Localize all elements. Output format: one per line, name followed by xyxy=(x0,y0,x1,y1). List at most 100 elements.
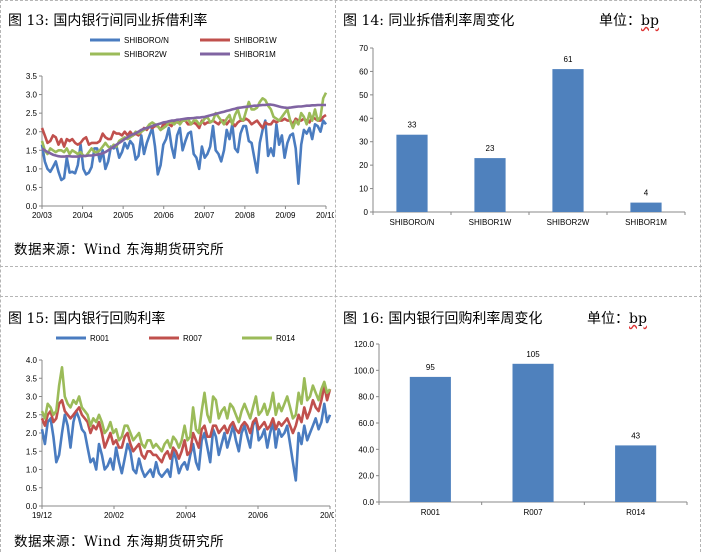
fig16-bar-r007 xyxy=(512,363,554,503)
fig13-x-tick-label: 20/09 xyxy=(275,211,296,220)
fig15-series-line-r014 xyxy=(40,365,332,453)
fig14-y-tick-label: 70 xyxy=(359,44,368,53)
fig16-unit-value: bp xyxy=(629,311,647,327)
fig14-title: 图 14: 同业拆借利率周变化 xyxy=(343,13,515,29)
fig13-panel: 图 13: 国内银行间同业拆借利率 0.0 0.5 1.0 1.5 2.0 2.5 3.0 3… xyxy=(4,4,334,236)
fig14-unit-label: 单位： xyxy=(599,13,641,29)
fig15-y-tick-label: 1.0 xyxy=(26,466,38,475)
source-note-top: 数据来源：Wind 东海期货研究所 xyxy=(14,242,225,258)
fig14-x-tick-label: SHIBOR1W xyxy=(469,218,512,227)
section-divider-2 xyxy=(0,296,702,297)
fig16-bar-r014 xyxy=(615,445,657,502)
fig15-y-tick-label: 0.0 xyxy=(26,502,38,511)
fig14-data-label: 23 xyxy=(486,144,495,153)
fig15-x-tick-label: 19/12 xyxy=(32,511,53,520)
fig13-y-tick-label: 2.0 xyxy=(26,128,38,137)
fig13-x-tick-label: 20/07 xyxy=(194,211,215,220)
fig14-data-label: 61 xyxy=(564,55,573,64)
fig16-y-tick-label: 40.0 xyxy=(358,445,374,454)
fig13-y-tick-label: 2.5 xyxy=(26,109,38,118)
page-border-right xyxy=(700,0,701,552)
fig14-x-tick-label: SHIBOR1M xyxy=(625,218,667,227)
fig16-panel: 图 16: 国内银行回购利率周变化 单位：bp 0.0 20.0 40.0 60.0 8… xyxy=(337,304,699,528)
fig15-panel: 图 15: 国内银行回购利率 0.0 0.5 1.0 1.5 2.0 2.5 3.0 3.5 4… xyxy=(4,304,334,528)
fig16-unit-label: 单位： xyxy=(587,311,629,327)
fig16-data-label: 43 xyxy=(631,431,640,440)
fig16-x-tick-label: R014 xyxy=(626,508,646,517)
fig13-x-tick-label: 20/08 xyxy=(235,211,256,220)
column-divider xyxy=(335,0,336,552)
fig13-series-line-shibor1m xyxy=(41,103,326,158)
fig16-y-tick-label: 20.0 xyxy=(358,472,374,481)
fig13-y-tick-label: 1.0 xyxy=(26,165,38,174)
fig14-x-tick-label: SHIBOR2W xyxy=(547,218,590,227)
fig13-y-tick-label: 3.0 xyxy=(26,91,38,100)
fig15-x-tick-label: 20/02 xyxy=(104,511,125,520)
fig16-x-tick-label: R007 xyxy=(523,508,543,517)
fig13-x-tick-label: 20/06 xyxy=(154,211,175,220)
fig16-title: 图 16: 国内银行回购利率周变化 xyxy=(343,311,543,327)
fig15-title: 图 15: 国内银行回购利率 xyxy=(8,311,166,327)
fig13-y-tick-label: 3.5 xyxy=(26,72,38,81)
fig15-series-line-r007 xyxy=(40,384,332,464)
fig16-y-tick-label: 120.0 xyxy=(354,340,375,349)
fig13-x-tick-label: 20/05 xyxy=(113,211,134,220)
fig15-chart: 0.0 0.5 1.0 1.5 2.0 2.5 3.0 3.5 4.0 19/12 20/02 20/… xyxy=(26,334,334,520)
fig15-x-tick-label: 20/04 xyxy=(176,511,197,520)
fig15-y-tick-label: 1.5 xyxy=(26,447,38,456)
fig13-y-tick-label: 1.5 xyxy=(26,146,38,155)
fig16-data-label: 105 xyxy=(526,350,540,359)
fig14-data-label: 33 xyxy=(408,121,417,130)
fig15-y-tick-label: 2.0 xyxy=(26,429,38,438)
fig16-y-tick-label: 60.0 xyxy=(358,419,374,428)
fig13-x-tick-label: 20/10 xyxy=(316,211,334,220)
fig16-y-tick-label: 100.0 xyxy=(354,366,375,375)
fig16-bar-r001 xyxy=(409,376,451,502)
page-border-top xyxy=(0,0,702,1)
fig14-y-tick-label: 50 xyxy=(359,91,368,100)
fig13-legend-label: SHIBOR1M xyxy=(234,50,276,59)
fig15-x-tick-label: 20/06 xyxy=(248,511,269,520)
fig14-bar-shibor1m xyxy=(630,202,662,212)
section-divider xyxy=(0,266,702,267)
source-note-bottom: 数据来源：Wind 东海期货研究所 xyxy=(14,534,225,550)
fig14-y-tick-label: 40 xyxy=(359,114,368,123)
fig13-legend-label: SHIBOR1W xyxy=(234,36,277,45)
fig16-data-label: 95 xyxy=(426,363,435,372)
fig16-unit: 单位：bp xyxy=(587,308,647,328)
fig14-y-tick-label: 20 xyxy=(359,161,368,170)
fig15-y-tick-label: 3.0 xyxy=(26,393,38,402)
fig14-y-tick-label: 30 xyxy=(359,138,368,147)
fig15-series-line-r001 xyxy=(40,402,332,482)
fig13-x-tick-label: 20/03 xyxy=(32,211,53,220)
fig16-x-tick-label: R001 xyxy=(421,508,441,517)
fig13-legend-label: SHIBOR2W xyxy=(124,50,167,59)
fig16-y-tick-label: 0.0 xyxy=(363,498,375,507)
fig14-bar-shibor1w xyxy=(474,158,506,212)
page-border-left xyxy=(0,0,1,552)
fig15-y-tick-label: 0.5 xyxy=(26,484,38,493)
fig15-y-tick-label: 2.5 xyxy=(26,411,38,420)
fig13-title: 图 13: 国内银行间同业拆借利率 xyxy=(8,13,208,29)
fig13-series-line-shiboro/n xyxy=(40,119,328,185)
fig13-x-tick-label: 20/04 xyxy=(73,211,94,220)
fig14-chart: 0 10 20 30 40 50 60 70 33 SHIBORO/N 23 SHIBOR1W 61 SH… xyxy=(359,44,686,227)
fig14-unit-value: bp xyxy=(641,13,659,29)
fig14-data-label: 4 xyxy=(644,189,649,198)
fig15-legend-label: R001 xyxy=(90,334,110,343)
fig15-y-tick-label: 4.0 xyxy=(26,356,38,365)
fig16-chart: 0.0 20.0 40.0 60.0 80.0 100.0 120.0 95 R001 105 R0… xyxy=(354,340,688,517)
fig15-y-tick-label: 3.5 xyxy=(26,374,38,383)
fig13-y-tick-label: 0.0 xyxy=(26,202,38,211)
fig14-panel: 图 14: 同业拆借利率周变化 单位：bp 0 10 20 30 40 50 60 70 33 S… xyxy=(337,4,699,236)
fig16-y-tick-label: 80.0 xyxy=(358,393,374,402)
fig15-legend-label: R014 xyxy=(276,334,296,343)
fig14-x-tick-label: SHIBORO/N xyxy=(390,218,435,227)
fig15-x-tick-label: 20/08 xyxy=(320,511,334,520)
fig14-bar-shibor2w xyxy=(552,69,584,212)
fig13-series-line-shibor2w xyxy=(40,92,328,158)
fig14-y-tick-label: 60 xyxy=(359,67,368,76)
fig14-y-tick-label: 10 xyxy=(359,185,368,194)
fig14-y-tick-label: 0 xyxy=(364,208,369,217)
fig13-chart: 0.0 0.5 1.0 1.5 2.0 2.5 3.0 3.5 20/03 20/04 20/05 2… xyxy=(26,36,334,220)
